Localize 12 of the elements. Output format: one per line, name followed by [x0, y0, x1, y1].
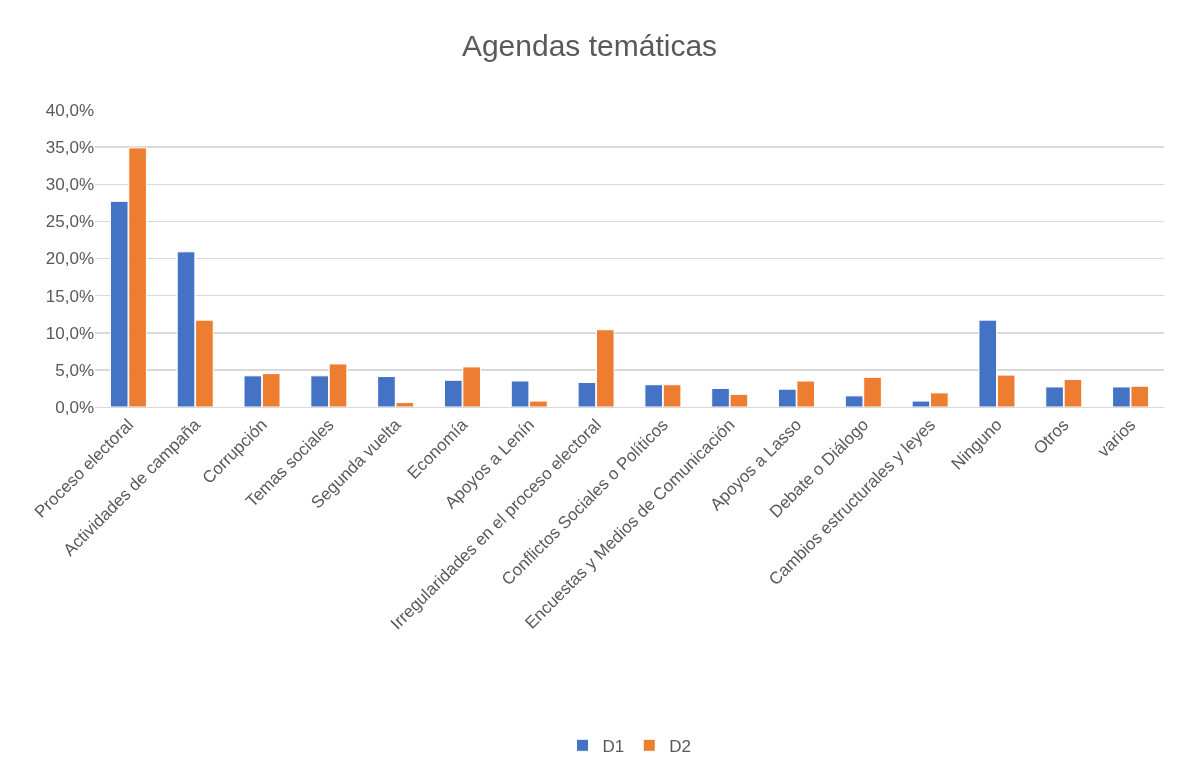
y-tick-label: 40,0% [45, 100, 94, 120]
y-tick-label: 35,0% [45, 138, 94, 158]
y-tick-label: 15,0% [45, 286, 94, 306]
y-tick-label: 30,0% [45, 175, 94, 195]
y-tick-label: 20,0% [45, 249, 94, 269]
legend-label: D2 [669, 736, 691, 756]
chart-title: Agendas temáticas [461, 29, 718, 63]
y-tick-label: 25,0% [45, 212, 94, 232]
legend-label: D1 [602, 736, 625, 756]
y-tick-label: 10,0% [45, 323, 94, 343]
y-tick-label: 5,0% [55, 360, 94, 380]
y-tick-label: 0,0% [55, 397, 94, 417]
